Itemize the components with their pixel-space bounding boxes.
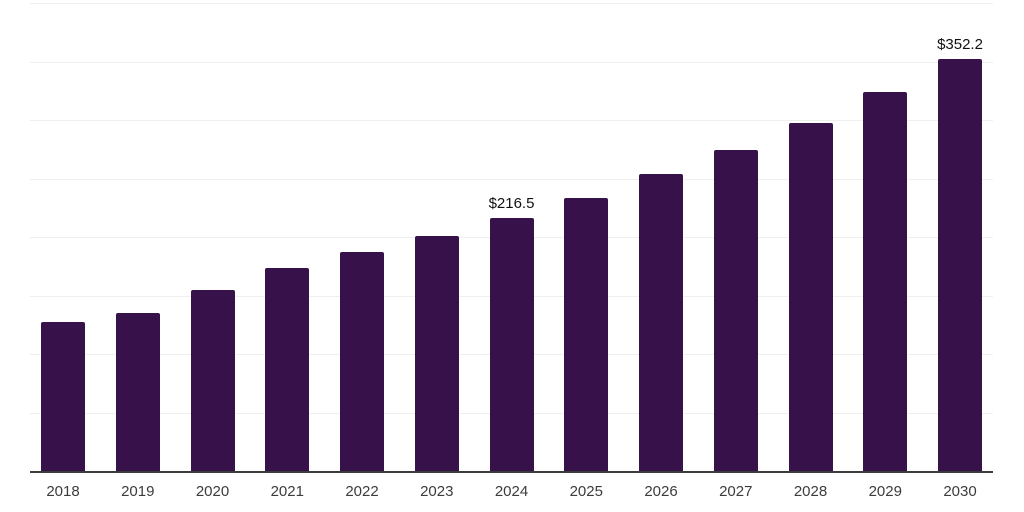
bar-2019 — [115, 312, 160, 471]
bar-2018 — [41, 321, 85, 471]
bar-slot: $216.5 — [488, 3, 535, 471]
bar-slot — [414, 3, 459, 471]
x-tick-label: 2019 — [121, 483, 155, 500]
x-tick-label: 2027 — [719, 483, 753, 500]
bar-2029 — [863, 91, 908, 471]
bar-slot: $352.2 — [937, 3, 983, 471]
gridline — [30, 178, 993, 180]
bar-2022 — [340, 252, 384, 471]
bar-value-label: $216.5 — [488, 195, 535, 213]
bar-slot — [863, 3, 908, 471]
x-tick-label: 2020 — [195, 483, 230, 500]
bar-slot — [115, 3, 160, 471]
x-tick-label: 2029 — [868, 483, 902, 500]
x-tick-label: 2028 — [793, 483, 828, 500]
bar-slot — [639, 3, 683, 471]
bar-slot — [564, 3, 609, 471]
gridline — [30, 120, 993, 121]
bar-2024 — [489, 217, 534, 471]
bar-2020 — [190, 289, 235, 471]
bar-slot — [788, 3, 833, 471]
x-axis-labels: 2018 2019 2020 2021 2022 2023 2024 2025 2026 2027… — [30, 482, 993, 501]
x-tick-label: 2022 — [345, 483, 379, 500]
bar-slot — [190, 3, 235, 471]
bar-2030 — [938, 58, 982, 471]
x-tick-label: 2021 — [270, 483, 304, 500]
gridline — [30, 3, 993, 4]
bar-2028 — [788, 123, 833, 471]
plot-area: $216.5 $352.2 — [30, 3, 993, 473]
bar-value-label: $352.2 — [937, 36, 983, 54]
bar-slot — [340, 3, 384, 471]
bar-slot — [41, 3, 85, 471]
bar-slot — [713, 3, 758, 471]
x-tick-label: 2018 — [46, 483, 80, 500]
bar-2027 — [713, 150, 758, 471]
bar-2026 — [639, 174, 683, 471]
x-tick-label: 2025 — [569, 483, 603, 500]
x-tick-label: 2026 — [644, 483, 678, 500]
bar-2025 — [564, 197, 609, 471]
bars-row: $216.5 $352.2 — [30, 3, 993, 471]
x-tick-label: 2023 — [420, 483, 454, 500]
x-tick-label: 2030 — [943, 483, 977, 500]
x-tick-label: 2024 — [494, 483, 529, 500]
bar-slot — [265, 3, 310, 471]
gridline — [30, 61, 993, 63]
bar-2021 — [265, 268, 310, 471]
bar-2023 — [414, 235, 459, 471]
